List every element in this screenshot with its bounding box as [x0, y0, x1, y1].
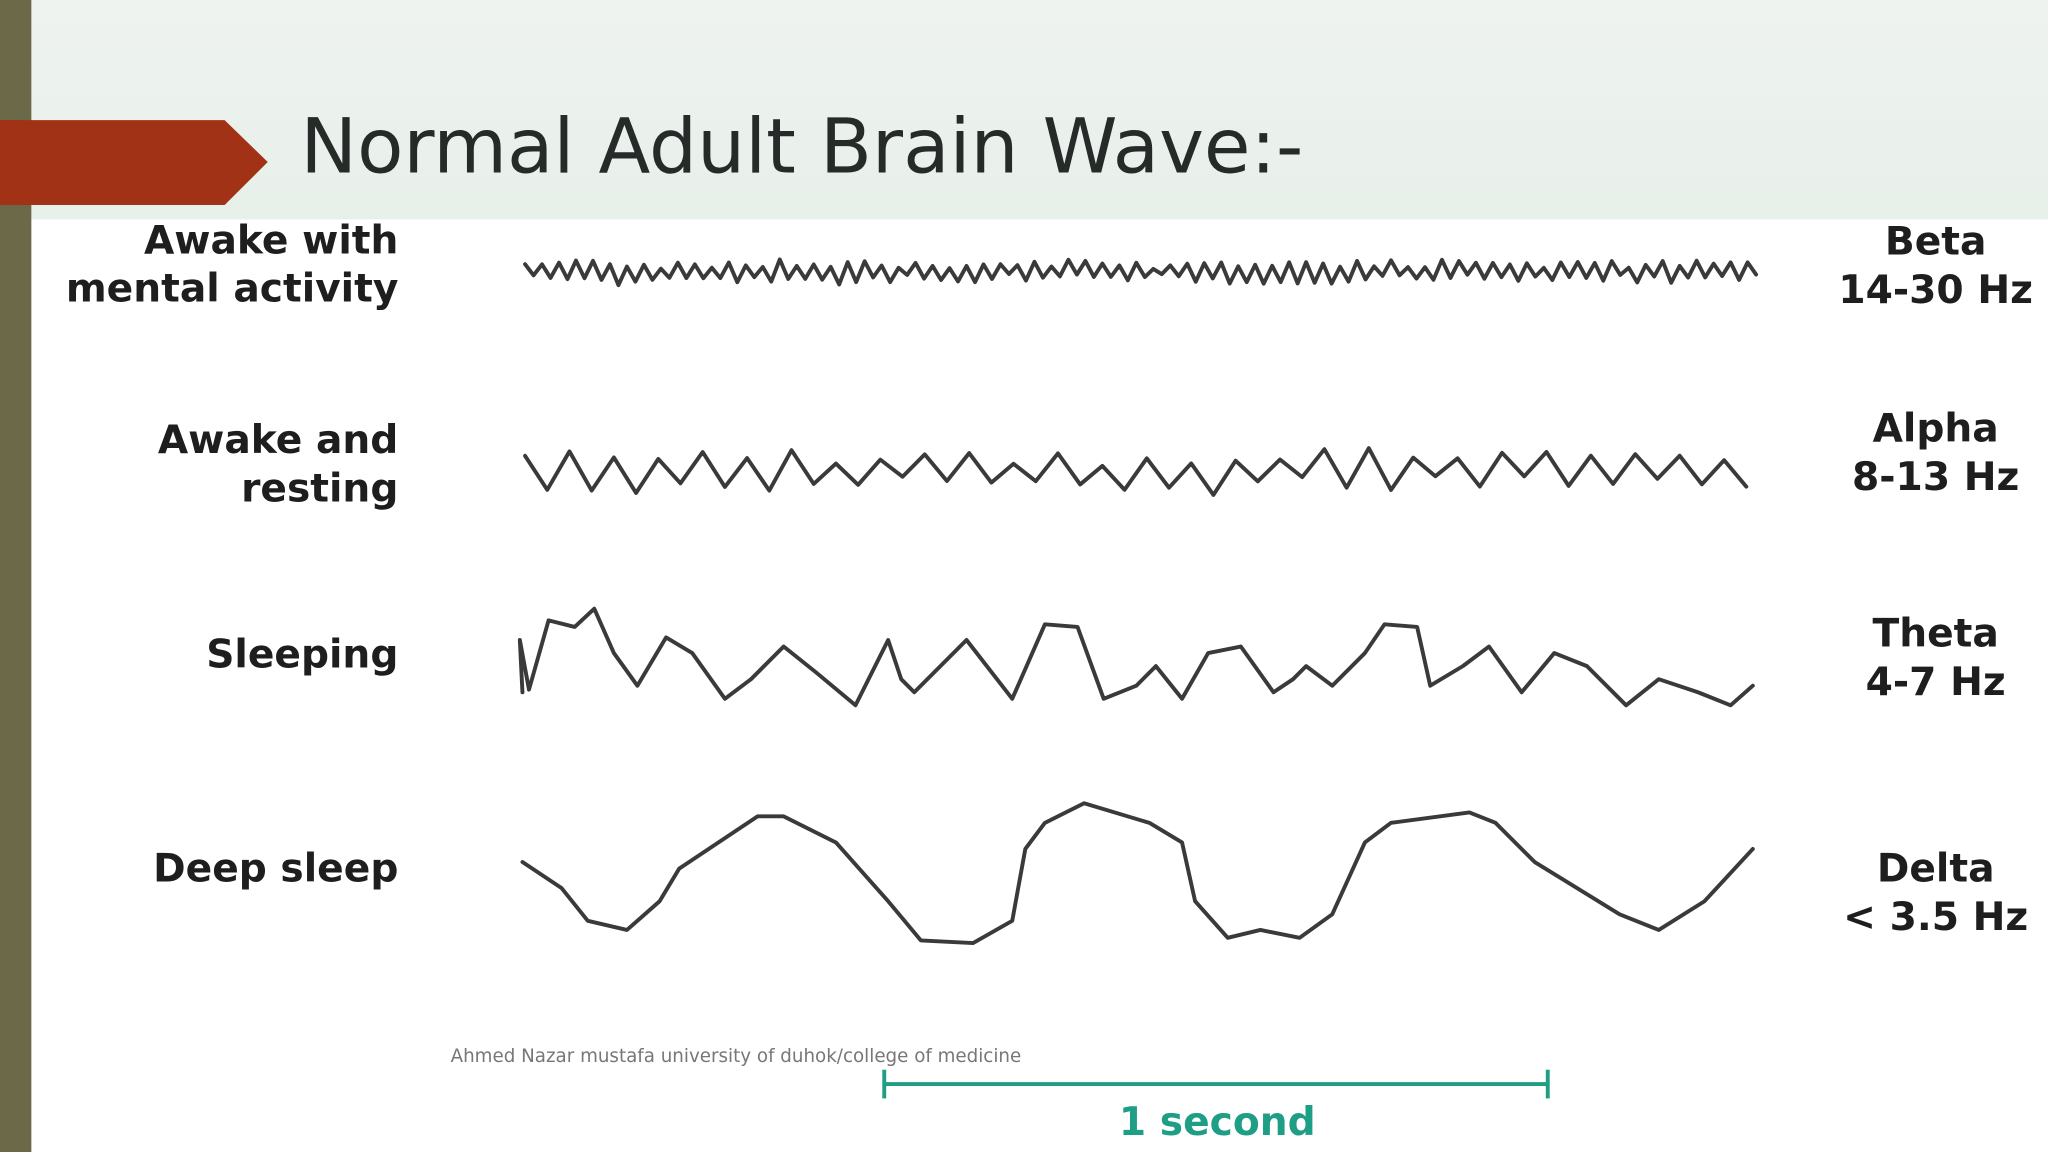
footer-credit: Ahmed Nazar mustafa university of duhok/… — [451, 1046, 1022, 1067]
band-name: Delta — [1877, 847, 1995, 892]
scale-bar — [882, 1069, 1550, 1099]
band-frequency: < 3.5 Hz — [1843, 895, 2028, 940]
alpha-wave — [523, 446, 1749, 497]
band-name: Alpha — [1873, 406, 1999, 451]
title: Normal Adult Brain Wave:- — [300, 102, 1303, 190]
band-frequency: 14-30 Hz — [1838, 268, 2033, 313]
state-labels: Awake with mental activity Awake and res… — [66, 218, 399, 891]
state-label: Awake with — [144, 218, 398, 263]
delta-wave — [520, 801, 1755, 945]
state-label: Awake and — [158, 418, 399, 463]
state-label: mental activity — [66, 267, 399, 312]
header-band — [0, 0, 2048, 220]
band-name: Beta — [1885, 220, 1987, 265]
state-label: Deep sleep — [153, 847, 398, 892]
band-frequency: 4-7 Hz — [1866, 660, 2006, 705]
band-name: Theta — [1873, 612, 1999, 657]
state-label: resting — [241, 467, 398, 512]
band-frequency: 8-13 Hz — [1852, 455, 2019, 500]
theta-wave — [517, 606, 1755, 708]
title-arrow — [0, 120, 268, 206]
state-label: Sleeping — [206, 632, 398, 677]
band-labels: Beta 14-30 Hz Alpha 8-13 Hz Theta 4-7 Hz… — [1838, 220, 2033, 940]
beta-wave — [523, 257, 1759, 288]
scale-label: 1 second — [1119, 1100, 1316, 1145]
